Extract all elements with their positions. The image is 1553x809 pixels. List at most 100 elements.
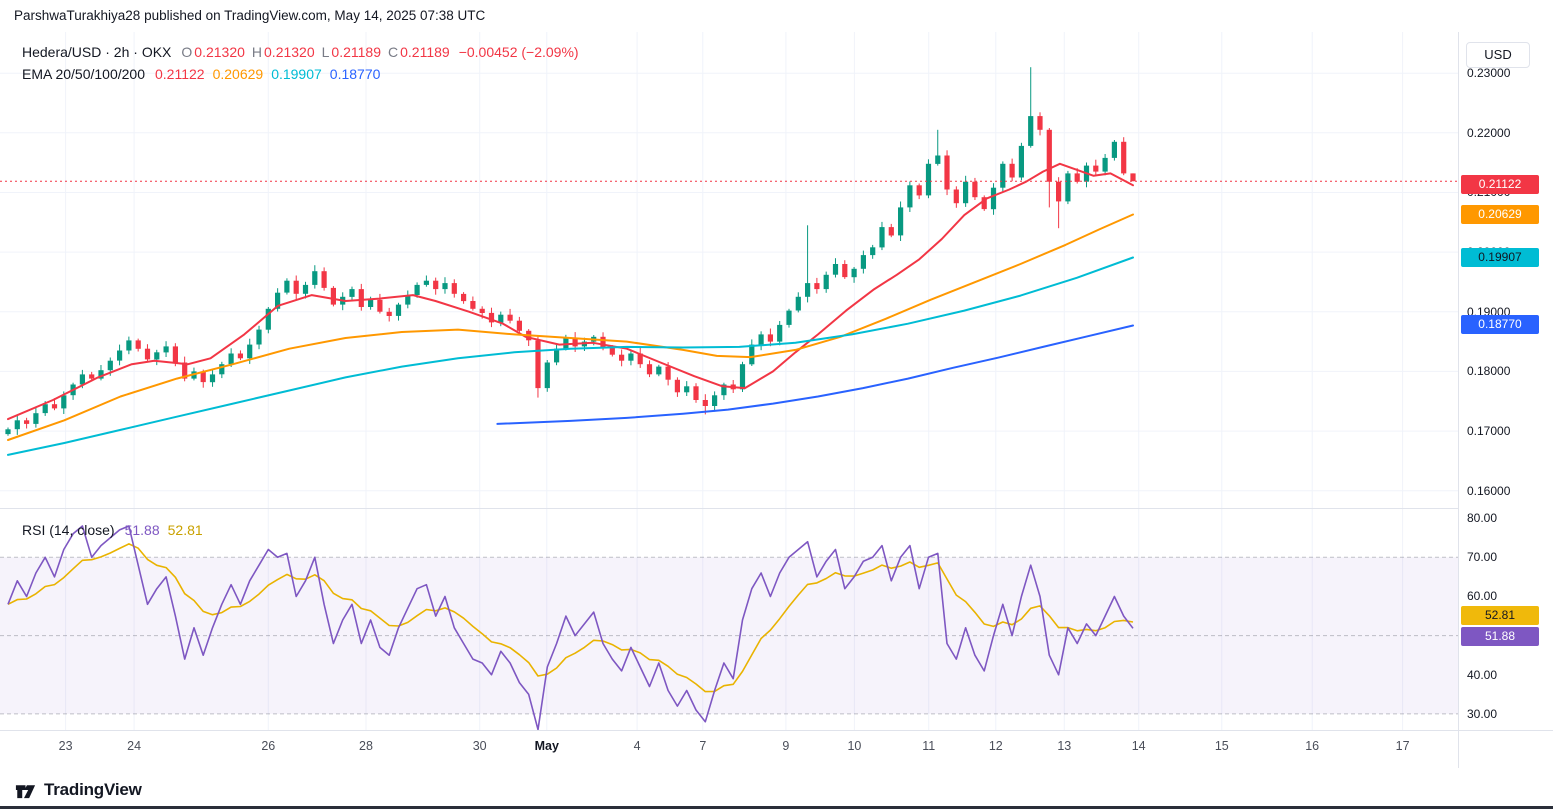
candle-body (972, 181, 978, 198)
candle-body (368, 299, 374, 307)
candle-body (860, 255, 866, 269)
candle-body (823, 274, 829, 290)
rsi-tick-label: 80.00 (1467, 511, 1498, 526)
time-tick-label: 26 (261, 739, 276, 753)
candle-body (237, 353, 243, 359)
candle-body (200, 371, 206, 383)
time-tick-label: 28 (359, 739, 373, 753)
candle-body (1046, 129, 1052, 182)
candle-body (256, 329, 262, 345)
candle-body (1056, 181, 1062, 202)
ohlc-h-label: H (251, 44, 263, 60)
ema20-price-badge: 0.21122 (1461, 175, 1539, 195)
candle-body (637, 353, 643, 365)
candle-body (758, 334, 764, 345)
time-tick-label: 15 (1214, 739, 1229, 753)
time-tick-label: 24 (127, 739, 142, 753)
price-tick-label: 0.17000 (1467, 424, 1511, 439)
candle-body (953, 189, 959, 204)
candle-body (925, 163, 932, 196)
candle-body (488, 312, 495, 323)
candle-body (786, 310, 792, 325)
rsi-value-badge: 51.88 (1461, 627, 1539, 647)
candle-body (89, 374, 95, 379)
candle-body (1121, 141, 1127, 174)
ohlc-l-label: L (321, 44, 330, 60)
ema-50-line[interactable] (7, 213, 1134, 441)
candle-body (293, 280, 299, 294)
candle-body (135, 340, 141, 349)
candle-body (209, 374, 216, 383)
ema-legend: EMA 20/50/100/200 0.21122 0.20629 0.19907 0.… (22, 66, 380, 82)
candle-body (609, 347, 615, 355)
ohlc-c-label: C (388, 44, 399, 60)
symbol-legend: Hedera/USD · 2h · OKX O 0.21320 H 0.21320 L 0.… (22, 44, 579, 60)
time-tick-label: 30 (472, 739, 487, 753)
rsi-line[interactable] (7, 525, 1134, 730)
time-tick-label: 7 (699, 739, 707, 753)
rsi-ma-line[interactable] (7, 543, 1134, 693)
candle-body (805, 283, 811, 297)
time-tick-label: 17 (1395, 739, 1410, 753)
candle-body (507, 314, 513, 321)
candle-body (117, 350, 123, 361)
ema100-price-badge: 0.19907 (1461, 247, 1539, 267)
candle-body (61, 395, 67, 409)
ema20-value: 0.21122 (155, 66, 205, 82)
rsi-band (0, 557, 1458, 714)
candle-body (1130, 173, 1136, 182)
price-axis[interactable]: 0.230000.220000.210000.200000.190000.180… (1458, 32, 1553, 768)
candle-body (990, 187, 997, 210)
candle-body (851, 268, 857, 278)
rsi-label: RSI (14, close) (22, 522, 115, 538)
candle-body (498, 314, 504, 323)
ema-100-line[interactable] (7, 256, 1134, 456)
candle-body (126, 340, 132, 351)
price-tick-label: 0.19000 (1467, 304, 1511, 319)
publish-info-text: ParshwaTurakhiya28 published on TradingV… (14, 8, 486, 23)
candle-body (721, 384, 727, 396)
ema-200-line[interactable] (496, 324, 1134, 425)
candle-body (144, 348, 151, 360)
candle-body (981, 197, 987, 210)
candle-body (767, 334, 773, 342)
candle-body (321, 271, 327, 288)
candle-body (1102, 157, 1108, 172)
candle-body (684, 386, 690, 393)
pane-separator[interactable] (0, 508, 1458, 509)
candle-body (935, 155, 941, 164)
ohlc-c-value: 0.21189 (400, 44, 450, 60)
candle-body (5, 429, 11, 435)
candle-body (228, 353, 234, 365)
candle-body (414, 284, 420, 295)
price-tick-label: 0.23000 (1467, 66, 1511, 81)
candle-body (14, 420, 20, 430)
candle-body (944, 155, 950, 190)
rsi-legend: RSI (14, close) 51.88 52.81 (22, 522, 203, 538)
price-pane[interactable] (0, 32, 1458, 508)
tradingview-brand[interactable]: TradingView (44, 780, 142, 799)
ema200-value: 0.18770 (329, 66, 381, 82)
candle-body (628, 353, 634, 361)
candle-body (916, 185, 922, 196)
candle-body (51, 404, 58, 409)
ema-label: EMA 20/50/100/200 (22, 66, 145, 82)
candle-body (330, 287, 336, 305)
candle-body (470, 301, 476, 309)
candle-body (154, 352, 160, 360)
rsi-pane[interactable] (0, 508, 1458, 730)
candle-body (963, 181, 969, 204)
candle-body (433, 280, 439, 290)
candle-body (275, 292, 281, 309)
time-tick-label: May (534, 739, 559, 753)
time-axis[interactable]: 23 24 26 28 30 May 4 7 9 10 11 12 13 14 15 16 17 (0, 730, 1458, 768)
rsi-tick-label: 30.00 (1467, 706, 1498, 721)
ema-20-line[interactable] (7, 162, 1134, 421)
candle-body (265, 308, 271, 330)
tradingview-logo-icon[interactable] (14, 779, 37, 802)
axis-separator (1458, 32, 1459, 768)
candle-body (172, 346, 178, 363)
currency-toggle-button[interactable]: USD (1466, 42, 1530, 68)
ema50-price-badge: 0.20629 (1461, 204, 1539, 224)
